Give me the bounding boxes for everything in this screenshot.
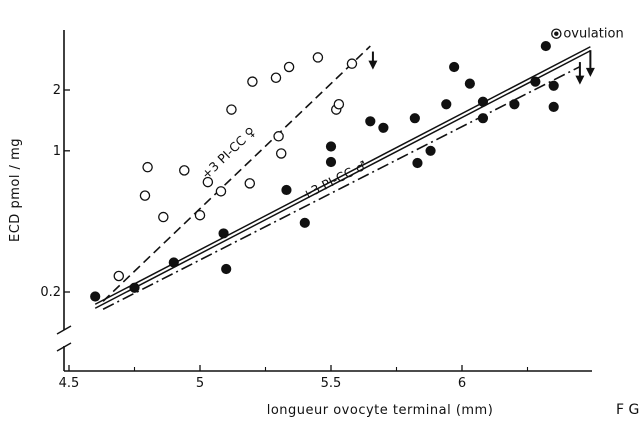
x-tick-label: 5 bbox=[196, 376, 204, 391]
filled-circle-point bbox=[221, 263, 232, 275]
filled-circle-point bbox=[425, 145, 436, 156]
x-tick-label: 4.5 bbox=[59, 376, 80, 391]
x-tick-label: 5.5 bbox=[321, 376, 342, 391]
open-circle-point bbox=[158, 211, 169, 223]
filled-circle-point bbox=[299, 217, 310, 228]
open-circle-point bbox=[113, 270, 125, 282]
open-circle-point bbox=[179, 165, 190, 176]
filled-circle-point bbox=[90, 291, 101, 302]
filled-circle-point bbox=[464, 78, 475, 89]
y-axis-title: ECD pmol / mg bbox=[8, 138, 23, 242]
open-circle-point bbox=[226, 104, 237, 115]
open-circle-point bbox=[273, 131, 284, 142]
regression-line-dashdot bbox=[102, 65, 581, 310]
arrows bbox=[368, 50, 595, 85]
open-circle-point bbox=[215, 186, 227, 197]
open-circle-point bbox=[244, 178, 256, 189]
down-arrow-head bbox=[575, 75, 585, 85]
filled-circle-point bbox=[477, 96, 489, 107]
open-circle-point bbox=[346, 58, 358, 69]
open-circle-point bbox=[142, 161, 153, 173]
filled-circle-point bbox=[168, 257, 179, 268]
down-arrow-head bbox=[368, 60, 378, 70]
ovulation-symbol-core bbox=[554, 31, 559, 36]
open-circle-point bbox=[283, 61, 295, 73]
filled-circle-point bbox=[129, 282, 140, 293]
down-arrow-head bbox=[585, 67, 595, 77]
y-tick-label: 1 bbox=[53, 144, 61, 159]
filled-circle-point bbox=[540, 40, 551, 52]
filled-circle-point bbox=[509, 99, 520, 110]
filled-circle-point bbox=[409, 113, 420, 124]
filled-circle-point bbox=[325, 141, 337, 152]
filled-circle-point bbox=[477, 113, 489, 124]
filled-circle-point bbox=[449, 61, 460, 73]
filled-circle-point bbox=[441, 99, 452, 110]
open-circle-point bbox=[139, 190, 151, 201]
open-circle-point bbox=[275, 148, 287, 159]
open-circle-point bbox=[333, 99, 345, 110]
axis-break-mark bbox=[56, 342, 72, 352]
x-axis-title: longueur ovocyte terminal (mm) bbox=[267, 403, 494, 418]
y-tick-label: 0.2 bbox=[40, 285, 61, 300]
filled-circle-point bbox=[548, 101, 559, 112]
axes: 4.5 5 5.5 6 0.2 1 2 bbox=[40, 30, 592, 391]
line-label-female: +3 PI-CC ♀ bbox=[198, 124, 258, 182]
open-circle-point bbox=[312, 52, 324, 63]
filled-circle-point bbox=[281, 184, 292, 196]
axis-break-mark bbox=[56, 325, 72, 335]
filled-circle-point bbox=[325, 156, 337, 168]
data-points bbox=[90, 40, 559, 302]
filled-circle-point bbox=[412, 157, 423, 169]
ovulation-label: ovulation bbox=[563, 27, 623, 42]
open-circle-point bbox=[202, 176, 214, 188]
filled-circle-point bbox=[548, 80, 559, 91]
filled-circle-point bbox=[365, 116, 376, 127]
open-circle-point bbox=[194, 209, 206, 221]
regression-line-dashed bbox=[102, 45, 371, 302]
figure-label: F G bbox=[616, 402, 639, 418]
x-tick-label: 6 bbox=[458, 376, 466, 391]
filled-circle-point bbox=[378, 122, 389, 133]
open-circle-point bbox=[270, 72, 282, 83]
filled-circle-point bbox=[530, 76, 541, 87]
open-circle-point bbox=[247, 76, 258, 87]
filled-circle-point bbox=[218, 228, 229, 239]
y-tick-label: 2 bbox=[53, 83, 61, 98]
